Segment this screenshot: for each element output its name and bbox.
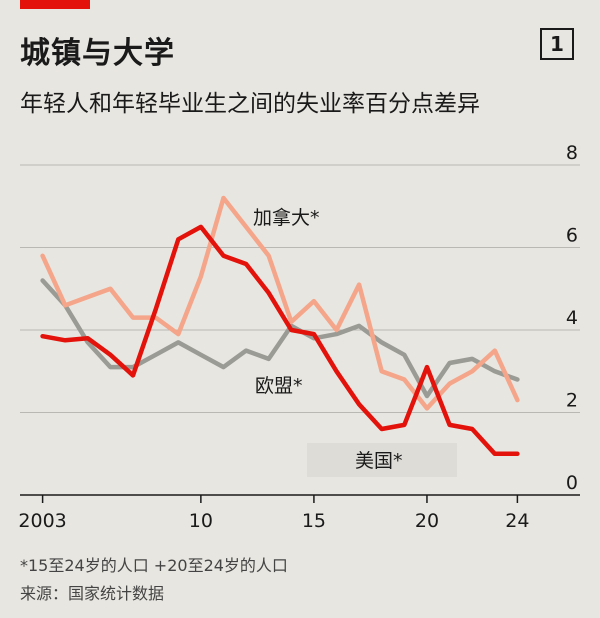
x-tick-label-2024: 24 [505,510,529,532]
x-tick-label-2003: 2003 [18,510,66,532]
y-tick-label-6: 6 [566,225,578,247]
series-label-0: 美国* [355,450,403,472]
series-label-bg-0 [307,443,457,477]
footnote: *15至24岁的人口 +20至24岁的人口 [20,556,288,575]
chart-title: 城镇与大学 [20,36,175,71]
x-tick-label-2010: 10 [189,510,213,532]
y-tick-label-2: 2 [566,390,578,412]
series-line-0 [40,224,520,457]
series-label-1: 加拿大* [253,206,320,229]
y-tick-label-8: 8 [566,142,578,164]
figure-number-badge: 1 [540,28,574,60]
brand-tab [20,0,90,9]
chart-subtitle: 年轻人和年轻毕业生之间的失业率百分点差异 [20,91,480,117]
y-tick-label-0: 0 [566,472,578,494]
x-tick-label-2020: 20 [415,510,439,532]
series-label-2: 欧盟* [255,375,303,397]
y-tick-label-4: 4 [566,307,578,329]
source-note: 来源：国家统计数据 [20,584,165,603]
x-tick-label-2015: 15 [302,510,326,532]
